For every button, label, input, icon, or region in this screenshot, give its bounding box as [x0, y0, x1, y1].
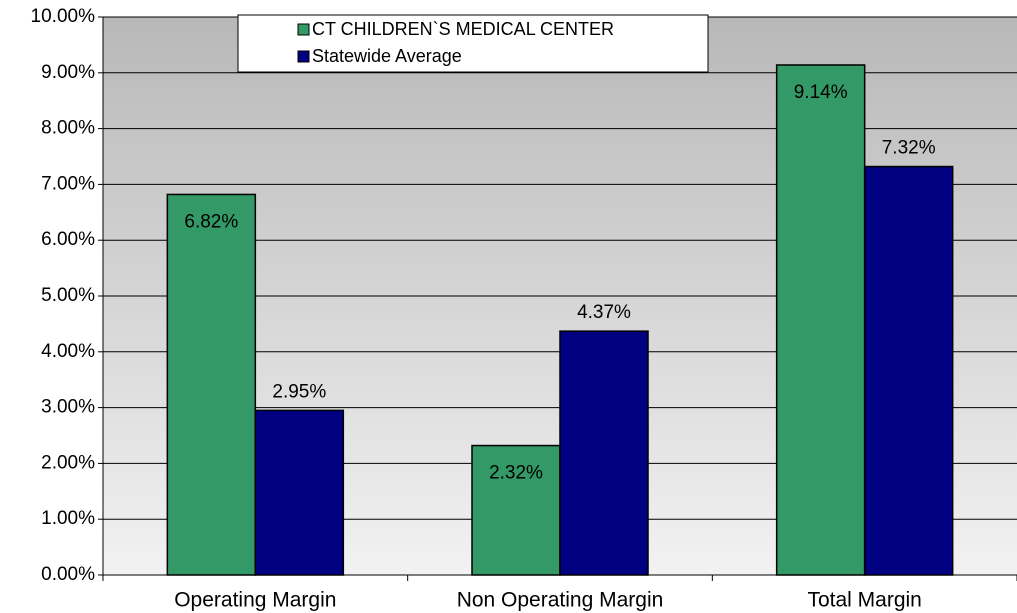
legend-label: CT CHILDREN`S MEDICAL CENTER [312, 19, 614, 39]
bar [775, 64, 866, 576]
legend-swatch [297, 50, 310, 63]
value-label: 9.14% [794, 82, 848, 103]
y-tick-label: 5.00% [41, 285, 95, 306]
value-label: 2.32% [489, 463, 543, 484]
y-tick-label: 2.00% [41, 452, 95, 473]
value-label: 4.37% [577, 302, 631, 323]
y-tick-label: 6.00% [41, 229, 95, 250]
x-tick-label: Total Margin [807, 589, 921, 612]
y-tick-label: 7.00% [41, 173, 95, 194]
bar [559, 330, 649, 576]
x-tick-label: Non Operating Margin [457, 589, 664, 612]
legend-label: Statewide Average [312, 46, 462, 66]
x-tick-label: Operating Margin [174, 589, 336, 612]
legend-swatch [297, 23, 310, 36]
y-tick-label: 1.00% [41, 508, 95, 529]
y-tick-label: 8.00% [41, 118, 95, 139]
value-label: 2.95% [272, 381, 326, 402]
value-label: 6.82% [184, 211, 238, 232]
y-tick-label: 10.00% [31, 6, 96, 27]
y-tick-label: 3.00% [41, 397, 95, 418]
value-label: 7.32% [882, 138, 936, 159]
bar [166, 193, 257, 576]
bar [254, 409, 345, 576]
y-tick-label: 9.00% [41, 62, 95, 83]
bar [863, 165, 954, 576]
y-tick-label: 0.00% [41, 564, 95, 585]
legend-box [237, 14, 709, 73]
y-tick-label: 4.00% [41, 341, 95, 362]
